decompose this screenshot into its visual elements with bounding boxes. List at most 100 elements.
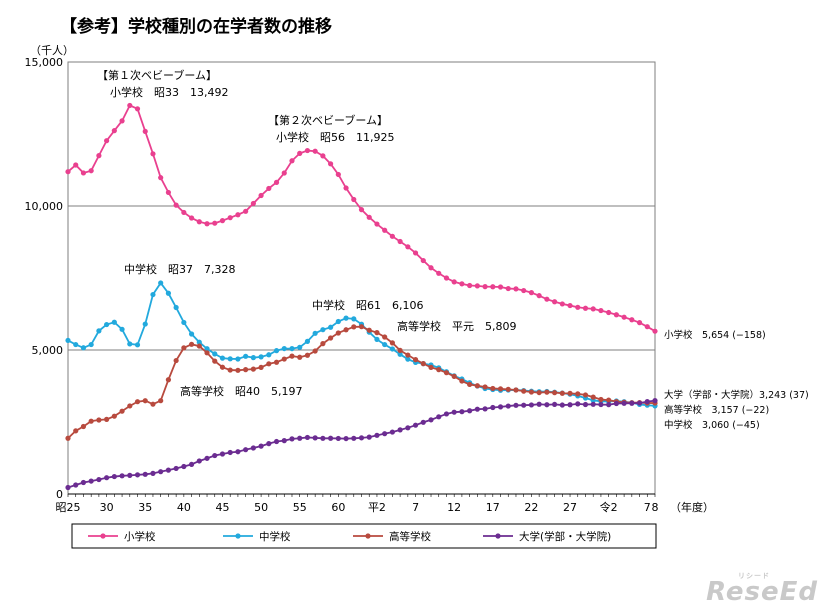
data-point-university [281, 438, 287, 444]
data-point-high_school [528, 389, 535, 395]
data-point-high_school [467, 381, 473, 388]
data-point-high_school [119, 408, 125, 414]
data-point-elementary [397, 238, 403, 245]
x-tick-label: 27 [563, 501, 577, 514]
data-point-university [358, 435, 365, 441]
data-point-high_school [196, 343, 202, 349]
data-point-university [111, 473, 117, 480]
data-point-elementary [389, 233, 395, 239]
data-point-high_school [521, 388, 527, 394]
data-point-university [374, 432, 380, 438]
data-point-high_school [536, 389, 542, 396]
data-point-high_school [474, 383, 480, 389]
data-point-elementary [119, 118, 125, 124]
data-point-university [127, 472, 133, 478]
data-point-junior_high [405, 356, 411, 362]
data-point-university [621, 400, 627, 406]
data-point-university [335, 435, 341, 442]
data-point-elementary [551, 299, 558, 305]
data-point-high_school [304, 352, 311, 358]
data-point-high_school [235, 367, 241, 373]
data-point-junior_high [320, 327, 326, 333]
data-point-junior_high [304, 338, 311, 344]
data-point-university [644, 399, 650, 405]
data-point-elementary [96, 153, 102, 159]
data-point-junior_high [219, 355, 226, 361]
y-tick-label: 5,000 [32, 344, 64, 357]
data-point-elementary [351, 196, 357, 203]
x-tick-label: 40 [177, 501, 191, 514]
data-point-elementary [559, 301, 565, 307]
data-point-elementary [273, 179, 280, 185]
data-point-high_school [80, 423, 87, 430]
data-point-university [629, 400, 635, 406]
data-point-university [382, 431, 388, 437]
data-point-high_school [219, 364, 226, 370]
data-point-university [134, 472, 141, 478]
data-point-high_school [127, 403, 133, 409]
data-point-high_school [551, 390, 558, 396]
data-point-junior_high [389, 346, 395, 352]
data-point-junior_high [165, 290, 172, 296]
data-point-high_school [320, 341, 326, 347]
x-tick-label: 35 [138, 501, 152, 514]
data-point-junior_high [281, 345, 287, 352]
data-point-high_school [366, 327, 372, 333]
data-point-high_school [374, 330, 380, 336]
data-point-high_school [297, 354, 303, 360]
data-point-university [304, 434, 311, 441]
data-point-high_school [243, 367, 249, 373]
data-point-university [104, 475, 110, 481]
data-point-high_school [142, 398, 148, 404]
data-point-high_school [134, 399, 141, 405]
data-point-high_school [382, 334, 388, 340]
data-point-elementary [127, 102, 133, 109]
data-point-elementary [250, 200, 256, 207]
y-axis-unit-label: （千人） [30, 44, 74, 57]
data-point-university [328, 435, 334, 441]
data-point-elementary [358, 207, 365, 213]
x-tick-label: 7 [644, 501, 651, 514]
data-point-junior_high [142, 321, 148, 327]
data-point-junior_high [196, 339, 202, 345]
data-point-university [436, 414, 442, 420]
data-point-junior_high [73, 341, 79, 348]
data-point-university [513, 402, 519, 408]
y-tick-label: 15,000 [25, 56, 64, 69]
data-point-university [428, 417, 434, 423]
legend-label-university: 大学(学部・大学院) [519, 530, 611, 543]
data-point-university [582, 401, 589, 408]
data-point-high_school [451, 373, 457, 379]
data-point-high_school [104, 416, 110, 422]
data-point-elementary [521, 287, 527, 294]
data-point-junior_high [235, 356, 241, 362]
data-point-elementary [204, 221, 210, 227]
data-point-university [188, 461, 195, 467]
data-point-elementary [482, 284, 488, 290]
data-point-university [459, 409, 465, 415]
data-point-university [613, 400, 619, 407]
data-point-junior_high [212, 351, 218, 357]
data-point-elementary [134, 106, 141, 112]
x-tick-label: 30 [100, 501, 114, 514]
data-point-elementary [467, 282, 473, 289]
data-point-elementary [243, 208, 249, 214]
data-point-elementary [436, 270, 442, 276]
data-point-high_school [358, 324, 365, 330]
data-point-high_school [497, 386, 504, 392]
data-point-junior_high [273, 348, 280, 354]
data-point-elementary [104, 138, 110, 144]
data-point-university [567, 402, 573, 408]
annotation-high-school-peak-1: 高等学校 昭40 5,197 [180, 384, 303, 398]
data-point-high_school [505, 386, 511, 392]
data-point-high_school [575, 391, 581, 397]
data-point-elementary [258, 192, 264, 199]
data-point-elementary [219, 218, 226, 224]
data-point-junior_high [181, 319, 187, 326]
data-point-elementary [629, 317, 635, 323]
data-point-elementary [575, 304, 581, 310]
data-point-university [606, 402, 612, 408]
data-point-high_school [412, 357, 419, 363]
data-point-high_school [96, 417, 102, 423]
data-point-university [227, 449, 233, 456]
